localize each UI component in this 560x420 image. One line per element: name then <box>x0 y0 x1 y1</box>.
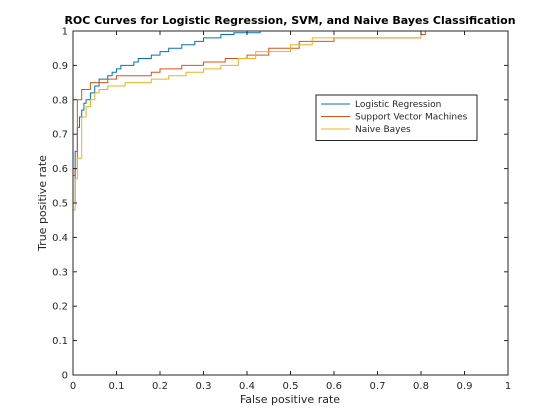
y-tick-label: 0.6 <box>52 164 68 175</box>
y-tick-label: 0.3 <box>52 267 68 278</box>
x-tick-label: 0.5 <box>283 381 299 392</box>
x-tick-label: 0.7 <box>370 381 386 392</box>
y-tick-label: 0 <box>62 371 68 382</box>
x-tick-label: 0.3 <box>196 381 212 392</box>
legend-label: Logistic Regression <box>355 100 441 110</box>
x-tick-label: 0.6 <box>326 381 342 392</box>
series-line-support-vector-machines <box>72 30 508 375</box>
x-tick-label: 0.8 <box>413 381 429 392</box>
x-axis-label: False positive rate <box>240 393 340 406</box>
x-tick-label: 0.4 <box>239 381 255 392</box>
y-axis-label: True positive rate <box>36 155 49 252</box>
x-tick-label: 0.9 <box>457 381 473 392</box>
x-tick-label: 0.1 <box>109 381 125 392</box>
legend-box <box>315 94 478 141</box>
y-tick-label: 0.2 <box>52 302 68 313</box>
y-tick-label: 0.8 <box>52 95 68 106</box>
chart-title: ROC Curves for Logistic Regression, SVM,… <box>64 14 515 27</box>
axes: 0 0.1 0.2 0.3 0.4 0.5 0.6 0.7 0.8 0.9 1 0 0.1 0.2 0.3 0… <box>52 27 511 393</box>
y-tick-label: 1 <box>62 27 68 38</box>
y-tick-label: 0.5 <box>52 199 68 210</box>
y-tick-label: 0.4 <box>52 233 68 244</box>
series-line-naive-bayes <box>72 30 508 375</box>
legend: Logistic Regression Support Vector Machin… <box>315 94 478 141</box>
x-tick-label: 0 <box>70 381 76 392</box>
x-tick-label: 1 <box>505 381 511 392</box>
legend-label: Support Vector Machines <box>355 113 468 123</box>
x-tick-label: 0.2 <box>152 381 168 392</box>
series-line-logistic-regression <box>72 30 508 375</box>
plot-background <box>73 31 508 375</box>
y-tick-label: 0.9 <box>52 61 68 72</box>
legend-label: Naive Bayes <box>355 125 411 135</box>
y-tick-label: 0.7 <box>52 130 68 141</box>
y-tick-label: 0.1 <box>52 336 68 347</box>
series-lines <box>72 30 508 375</box>
plot-area <box>73 31 508 375</box>
